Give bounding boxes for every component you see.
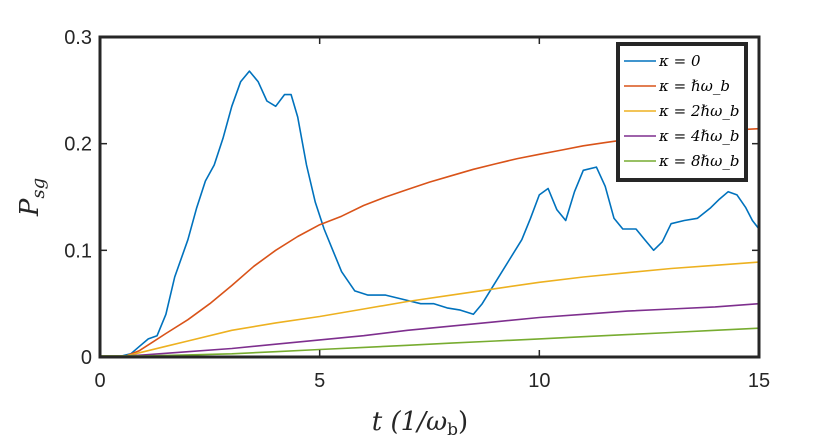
x-tick-label-3: 15 [748,370,770,392]
x-tick-label-0: 0 [94,370,105,392]
legend-label-4: κ = 8ℏω_b [658,152,739,170]
x-tick-label-1: 5 [314,370,325,392]
y-tick-label-0: 0 [81,347,92,369]
y-tick-label-1: 0.1 [64,240,92,262]
series-line-2 [100,261,760,357]
series-line-4 [100,327,760,357]
tick-labels: 0 5 10 15 0 0.1 0.2 0.3 [64,27,770,392]
series-line-3 [100,302,760,357]
y-axis-label: Psg [15,178,49,217]
axes-box [98,35,761,359]
y-tick-label-2: 0.2 [64,134,92,156]
legend-box [616,42,748,182]
series-line-0 [100,70,760,357]
legend-label-0: κ = 0 [658,52,701,70]
legend-label-2: κ = 2ℏω_b [658,102,739,120]
y-tick-label-3: 0.3 [64,27,92,49]
legend-label-1: κ = ℏω_b [658,77,730,95]
legend-label-3: κ = 4ℏω_b [658,127,739,145]
x-tick-label-2: 10 [528,370,550,392]
legend: κ = 0 κ = ℏω_b κ = 2ℏω_b κ = 4ℏω_b κ = 8ℏω_b [616,42,748,182]
axis-ticks [99,36,760,358]
